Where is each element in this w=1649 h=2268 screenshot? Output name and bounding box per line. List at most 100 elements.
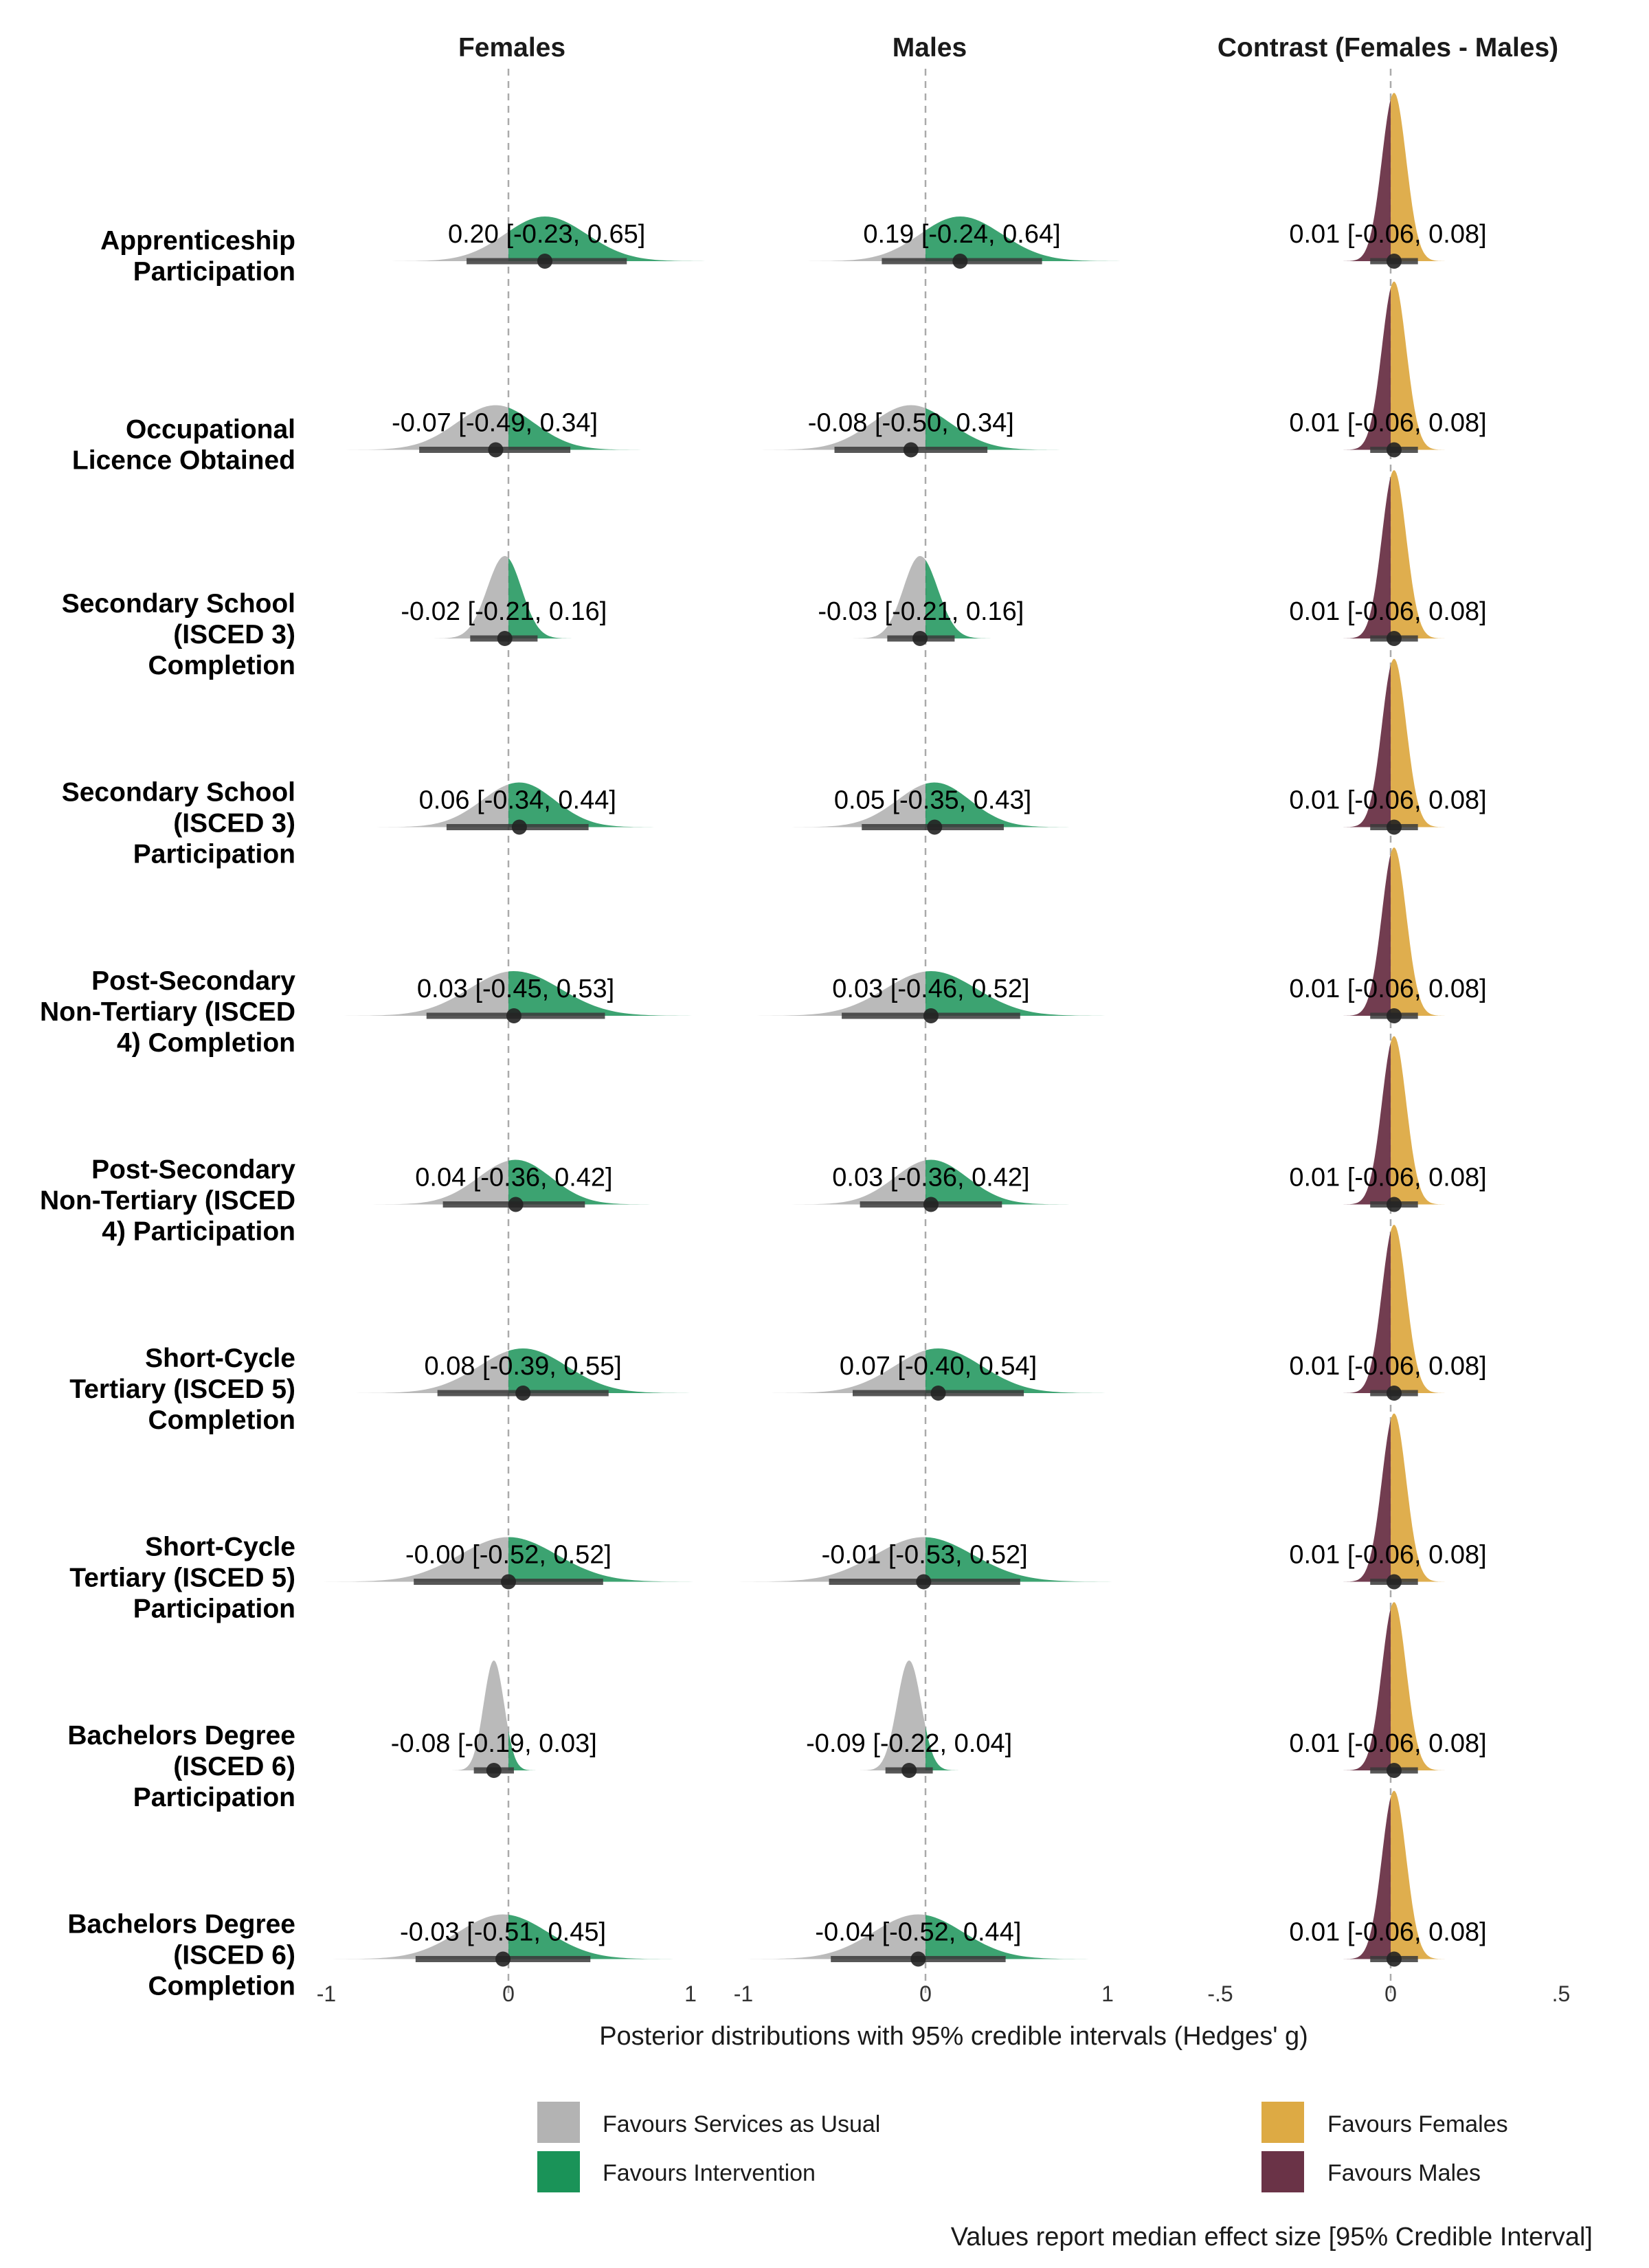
outcome-label: Completion xyxy=(148,1972,295,2001)
contrast-value-label: 0.01 [-0.06, 0.08] xyxy=(1289,786,1486,815)
females-median-point xyxy=(515,1386,531,1401)
outcome-label: Tertiary (ISCED 5) xyxy=(69,1564,295,1593)
x-axis-title: Posterior distributions with 95% credibl… xyxy=(599,2022,1308,2051)
males-median-point xyxy=(923,1008,939,1023)
females-density-negative xyxy=(339,1350,508,1393)
contrast-median-point xyxy=(1386,1951,1402,1967)
legend-swatch xyxy=(537,2151,580,2192)
footnote: Values report median effect size [95% Cr… xyxy=(951,2223,1593,2252)
contrast-value-label: 0.01 [-0.06, 0.08] xyxy=(1289,975,1486,1003)
males-density-negative xyxy=(778,783,926,827)
males-value-label: -0.09 [-0.22, 0.04] xyxy=(806,1729,1012,1758)
females-value-label: 0.08 [-0.39, 0.55] xyxy=(425,1352,622,1381)
females-value-label: 0.03 [-0.45, 0.53] xyxy=(417,975,614,1003)
females-density-positive xyxy=(508,1348,707,1393)
contrast-value-label: 0.01 [-0.06, 0.08] xyxy=(1289,220,1486,249)
contrast-median-point xyxy=(1386,1008,1402,1023)
outcome-label: Secondary School xyxy=(62,589,295,619)
outcome-label: Secondary School xyxy=(62,778,295,808)
outcome-label: Participation xyxy=(133,257,295,287)
males-median-point xyxy=(927,819,943,835)
panel-title-males: Males xyxy=(893,33,967,63)
males-value-label: -0.03 [-0.21, 0.16] xyxy=(818,597,1024,626)
outcome-label: Licence Obtained xyxy=(72,446,295,476)
males-median-point xyxy=(916,1574,932,1590)
outcome-label: 4) Participation xyxy=(102,1217,295,1247)
contrast-density-negative xyxy=(1343,1419,1391,1582)
females-density-positive xyxy=(508,557,575,638)
females-median-point xyxy=(488,442,504,458)
females-value-label: -0.00 [-0.52, 0.52] xyxy=(405,1541,612,1570)
contrast-median-point xyxy=(1386,819,1402,835)
females-value-label: -0.02 [-0.21, 0.16] xyxy=(401,597,607,626)
males-value-label: 0.03 [-0.36, 0.42] xyxy=(832,1164,1029,1192)
males-density-positive xyxy=(926,1726,960,1770)
contrast-median-point xyxy=(1386,1574,1402,1590)
outcome-label: Non-Tertiary (ISCED xyxy=(40,997,295,1027)
females-density-negative xyxy=(315,1914,508,1959)
males-value-label: -0.08 [-0.50, 0.34] xyxy=(808,409,1014,438)
x-tick-label-males: 0 xyxy=(919,1981,932,2006)
females-median-point xyxy=(501,1574,516,1590)
x-tick-label-contrast: -.5 xyxy=(1207,1981,1233,2006)
males-density-negative xyxy=(778,1160,926,1205)
contrast-density-positive xyxy=(1391,281,1446,450)
outcome-label: Completion xyxy=(148,651,295,680)
legend-swatch xyxy=(537,2102,580,2143)
males-value-label: 0.03 [-0.46, 0.52] xyxy=(832,975,1029,1003)
males-value-label: 0.07 [-0.40, 0.54] xyxy=(840,1352,1037,1381)
outcome-label: Occupational xyxy=(126,415,295,445)
females-density-positive xyxy=(508,782,668,827)
males-density-positive xyxy=(926,408,1075,450)
contrast-density-positive xyxy=(1391,1225,1446,1393)
outcome-label: (ISCED 6) xyxy=(173,1941,295,1970)
females-median-point xyxy=(506,1008,521,1023)
outcome-label: Post-Secondary xyxy=(91,966,295,996)
legend-label: Favours Services as Usual xyxy=(603,2111,880,2137)
outcome-label: Bachelors Degree xyxy=(67,1721,295,1750)
legend-label: Favours Males xyxy=(1327,2160,1481,2186)
contrast-median-point xyxy=(1386,442,1402,458)
x-tick-label-contrast: 0 xyxy=(1384,1981,1397,2006)
females-value-label: 0.06 [-0.34, 0.44] xyxy=(419,786,616,815)
females-density-negative xyxy=(305,1537,508,1582)
contrast-median-point xyxy=(1386,631,1402,646)
females-median-point xyxy=(495,1951,511,1967)
females-value-label: -0.08 [-0.19, 0.03] xyxy=(391,1729,597,1758)
females-density-negative xyxy=(326,971,508,1016)
contrast-median-point xyxy=(1386,1763,1402,1778)
contrast-density-negative xyxy=(1343,665,1391,827)
legend-label: Favours Intervention xyxy=(603,2160,816,2186)
contrast-value-label: 0.01 [-0.06, 0.08] xyxy=(1289,1918,1486,1947)
contrast-median-point xyxy=(1386,1197,1402,1212)
females-value-label: -0.03 [-0.51, 0.45] xyxy=(400,1918,606,1947)
x-tick-label-males: 1 xyxy=(1101,1981,1114,2006)
x-tick-label-contrast: .5 xyxy=(1552,1981,1571,2006)
contrast-density-positive xyxy=(1391,1602,1446,1770)
females-median-point xyxy=(497,631,513,646)
contrast-median-point xyxy=(1386,1386,1402,1401)
contrast-value-label: 0.01 [-0.06, 0.08] xyxy=(1289,1164,1486,1192)
outcome-label: (ISCED 3) xyxy=(173,809,295,838)
males-value-label: 0.19 [-0.24, 0.64] xyxy=(863,220,1060,249)
males-median-point xyxy=(923,1197,939,1212)
contrast-density-negative xyxy=(1343,99,1391,261)
males-density-negative xyxy=(849,556,926,638)
males-value-label: -0.04 [-0.52, 0.44] xyxy=(815,1918,1021,1947)
males-density-positive xyxy=(926,1348,1122,1393)
males-median-point xyxy=(903,442,919,458)
outcome-label: Participation xyxy=(133,1594,295,1624)
x-tick-label-males: -1 xyxy=(734,1981,753,2006)
females-median-point xyxy=(486,1763,502,1778)
females-density-negative xyxy=(359,1160,508,1205)
males-density-positive xyxy=(926,216,1136,261)
outcome-label: Post-Secondary xyxy=(91,1155,295,1185)
contrast-density-positive xyxy=(1391,93,1446,261)
females-density-negative xyxy=(451,1660,508,1770)
females-density-negative xyxy=(377,232,508,261)
contrast-density-positive xyxy=(1391,847,1446,1016)
panel-title-contrast: Contrast (Females - Males) xyxy=(1218,33,1558,63)
males-density-negative xyxy=(721,1537,926,1582)
females-density-negative xyxy=(363,784,508,827)
